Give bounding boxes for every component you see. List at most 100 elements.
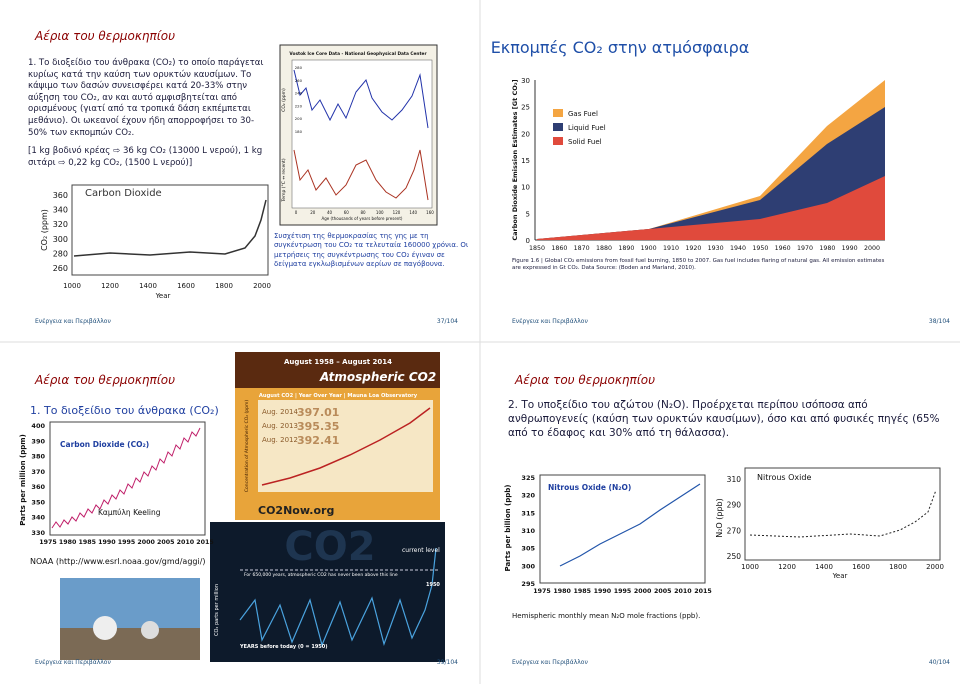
- history-label: current level: [402, 547, 440, 554]
- x-tick-label: 1980: [819, 245, 835, 252]
- x-tick-label: 1200: [101, 282, 119, 290]
- x-tick-label: 1995: [118, 539, 136, 546]
- plot-frame: [71, 184, 269, 276]
- reading-value: 395.35: [297, 420, 339, 433]
- x-tick-label: 1970: [797, 245, 813, 252]
- y-tick-label: 180: [295, 129, 303, 134]
- footer: Ενέργεια και Περιβάλλον: [512, 318, 588, 325]
- y-tick-label: 360: [53, 191, 68, 200]
- x-tick-label: 100: [376, 210, 384, 215]
- legend-swatch: [553, 123, 563, 131]
- x-tick-label: 1000: [741, 563, 759, 571]
- y-tick-label: 30: [521, 77, 530, 85]
- curve: [73, 199, 267, 257]
- y-tick-label: 5: [526, 210, 530, 218]
- curve: [239, 547, 437, 647]
- x-tick-label: 60: [344, 210, 350, 215]
- poster-header: [235, 352, 440, 388]
- y-tick-label: 280: [53, 249, 68, 258]
- y-tick-label: 300: [521, 562, 535, 570]
- x-tick-label: 0: [295, 210, 298, 215]
- axis-label: Age (thousands of years before present): [322, 216, 403, 221]
- x-tick-label: 1995: [614, 588, 632, 595]
- y-tick-label: 305: [521, 545, 535, 553]
- curve: [261, 407, 431, 486]
- x-tick-label: 1990: [594, 588, 612, 595]
- photo-dome: [93, 616, 117, 640]
- x-tick-label: 2010: [177, 539, 195, 546]
- axis-label: Temp (°C ↔ recent): [281, 158, 287, 203]
- x-tick-label: 1910: [663, 245, 679, 252]
- poster-date: August 1958 – August 2014: [284, 358, 392, 366]
- x-tick-label: 2000: [253, 282, 271, 290]
- axis-label: CO₂ parts per million: [214, 584, 220, 636]
- poster-plot: [258, 400, 433, 492]
- photo-dome: [141, 621, 159, 639]
- x-tick-label: 1930: [708, 245, 724, 252]
- x-tick-label: 2000: [926, 563, 944, 571]
- axis-label: Year: [832, 572, 848, 580]
- body-text: 2. Το υποξείδιο του αζώτου (N₂O). Προέρχ…: [508, 399, 940, 440]
- history-label: 1950: [426, 582, 440, 588]
- legend-swatch: [553, 137, 563, 145]
- y-tick-label: 25: [521, 104, 530, 112]
- y-tick-label: 20: [521, 130, 530, 138]
- x-tick-label: 1600: [177, 282, 195, 290]
- y-tick-label: 240: [295, 91, 303, 96]
- x-tick-label: 2015: [196, 539, 214, 546]
- curve: [51, 427, 201, 529]
- x-tick-label: 1960: [775, 245, 791, 252]
- curve: [559, 483, 701, 567]
- x-tick-label: 2010: [674, 588, 692, 595]
- y-tick-label: 340: [53, 206, 68, 215]
- axis-label: Year: [155, 292, 171, 300]
- chart-title: Nitrous Oxide (N₂O): [548, 483, 631, 492]
- legend-label: Solid Fuel: [568, 138, 602, 146]
- caption: Hemispheric monthly mean N₂O mole fracti…: [512, 612, 700, 620]
- page-number: 40/104: [929, 659, 950, 666]
- y-tick-label: 310: [727, 475, 742, 484]
- x-tick-label: 160: [426, 210, 434, 215]
- x-tick-label: 1980: [553, 588, 571, 595]
- y-tick-label: 400: [31, 422, 45, 430]
- x-tick-label: 1890: [618, 245, 634, 252]
- x-tick-label: 1800: [889, 563, 907, 571]
- x-tick-label: 40: [327, 210, 333, 215]
- photo-ground: [60, 628, 200, 660]
- y-tick-label: 0: [526, 237, 530, 245]
- x-tick-label: 1400: [815, 563, 833, 571]
- x-tick-label: 1975: [39, 539, 57, 546]
- footer: Ενέργεια και Περιβάλλον: [35, 659, 111, 666]
- axis-label: Carbon Dioxide Emission Estimates [Gt CO…: [511, 79, 519, 240]
- legend-swatch: [553, 109, 563, 117]
- reading-label: Aug. 2013: [262, 422, 298, 430]
- area-liquid: [537, 107, 885, 240]
- plot-frame: [291, 59, 433, 209]
- chart-title: Nitrous Oxide: [757, 473, 811, 482]
- x-tick-label: 1940: [730, 245, 746, 252]
- x-tick-label: 1900: [641, 245, 657, 252]
- source: NOAA (http://www.esrl.noaa.gov/gmd/aggi/…: [30, 557, 206, 566]
- slide-title: Εκπομπές CO₂ στην ατμόσφαιρα: [491, 38, 750, 57]
- curve: [293, 149, 429, 201]
- x-tick-label: 1920: [685, 245, 701, 252]
- x-tick-label: 1400: [139, 282, 157, 290]
- x-tick-label: 1200: [778, 563, 796, 571]
- y-tick-label: 320: [521, 492, 535, 500]
- x-tick-label: 2000: [137, 539, 155, 546]
- x-tick-label: 1850: [529, 245, 545, 252]
- plot-frame: [744, 467, 941, 561]
- x-tick-label: 1985: [78, 539, 96, 546]
- reading-value: 397.01: [297, 406, 339, 419]
- x-tick-label: 2005: [654, 588, 672, 595]
- x-tick-label: 1990: [842, 245, 858, 252]
- footer: Ενέργεια και Περιβάλλον: [35, 318, 111, 325]
- x-tick-label: 1860: [551, 245, 567, 252]
- x-tick-label: 1950: [752, 245, 768, 252]
- page-number: 38/104: [929, 318, 950, 325]
- y-tick-label: 350: [31, 498, 45, 506]
- x-tick-label: 120: [393, 210, 401, 215]
- x-tick-label: 80: [360, 210, 366, 215]
- legend-label: Gas Fuel: [568, 110, 598, 118]
